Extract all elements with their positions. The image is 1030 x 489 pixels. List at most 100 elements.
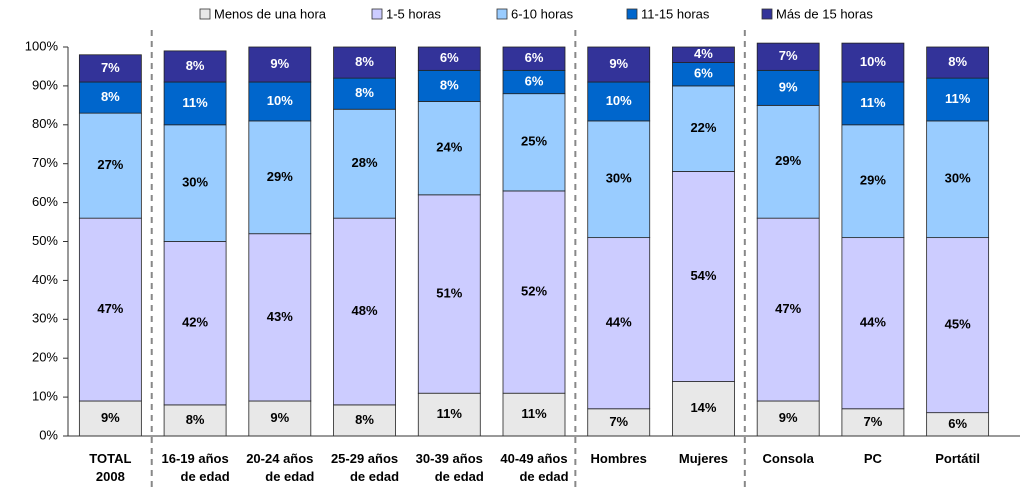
bar-segment [756, 217, 820, 402]
bar-segment [756, 104, 820, 219]
bar-segment [672, 85, 735, 172]
x-tick-label: 30-39 años de edad [416, 451, 484, 484]
bar-segment [926, 77, 990, 122]
legend-label: 11-15 horas [641, 6, 710, 21]
data-label: 8% [440, 77, 459, 92]
x-tick-label: Mujeres [679, 451, 728, 466]
data-label: 8% [355, 412, 374, 427]
data-label: 11% [860, 95, 886, 110]
bar-segment [163, 50, 227, 83]
data-label: 10% [860, 54, 886, 69]
data-label: 51% [436, 285, 462, 300]
bar-segment [841, 124, 905, 239]
data-label: 22% [690, 120, 716, 135]
bar-segment [78, 400, 142, 437]
data-label: 8% [101, 89, 120, 104]
bar-segment [163, 241, 227, 406]
data-label: 44% [860, 315, 886, 330]
bar-segment [248, 46, 312, 83]
x-tick-label: 25-29 años de edad [331, 451, 399, 484]
data-label: 9% [779, 410, 798, 425]
data-label: 10% [606, 93, 632, 108]
bar-segment [672, 46, 735, 63]
data-label: 54% [690, 268, 716, 283]
x-tick-label: PC [864, 451, 883, 466]
bar-segment [248, 233, 312, 402]
data-label: 6% [694, 66, 713, 81]
data-label: 8% [186, 412, 205, 427]
x-tick-label: TOTAL 2008 [89, 451, 131, 484]
bar-segment [248, 81, 312, 122]
data-label: 6% [948, 416, 967, 431]
data-label: 9% [101, 410, 120, 425]
y-tick-label: 50% [32, 233, 58, 248]
data-label: 7% [864, 414, 883, 429]
data-label: 27% [97, 157, 123, 172]
legend-label: Más de 15 horas [776, 6, 873, 21]
y-tick-label: 40% [32, 272, 58, 287]
data-label: 47% [775, 301, 801, 316]
y-tick-label: 80% [32, 116, 58, 131]
data-label: 29% [860, 173, 886, 188]
data-label: 9% [270, 56, 289, 71]
legend-swatch [761, 8, 773, 20]
data-label: 48% [352, 303, 378, 318]
legend-swatch [496, 8, 508, 20]
data-label: 30% [606, 171, 632, 186]
data-label: 28% [352, 155, 378, 170]
data-label: 25% [521, 134, 547, 149]
bar-segment [78, 217, 142, 402]
data-label: 9% [779, 79, 798, 94]
bar-segment [926, 237, 990, 414]
data-label: 29% [775, 153, 801, 168]
bar-segment [333, 108, 396, 219]
bar-segment [756, 42, 820, 71]
bar-segment [841, 42, 905, 83]
y-tick-label: 70% [32, 155, 58, 170]
data-label: 44% [606, 315, 632, 330]
x-tick-label: Hombres [591, 451, 647, 466]
bar-segment [841, 237, 905, 410]
y-tick-label: 30% [32, 311, 58, 326]
bar-segment [417, 101, 481, 196]
data-label: 14% [690, 400, 716, 415]
data-label: 52% [521, 284, 547, 299]
data-label: 11% [521, 406, 547, 421]
data-label: 29% [267, 169, 293, 184]
data-label: 8% [355, 85, 374, 100]
bar-segment [926, 46, 990, 79]
x-tick-label: 16-19 años de edad [161, 451, 229, 484]
legend-label: 1-5 horas [386, 6, 441, 21]
data-label: 9% [270, 410, 289, 425]
legend-label: Menos de una hora [214, 6, 327, 21]
bar-segment [587, 81, 651, 122]
data-label: 6% [525, 73, 544, 88]
bar-segment [333, 404, 396, 437]
bar-segment [248, 400, 312, 437]
bar-segment [672, 381, 735, 437]
data-label: 30% [945, 171, 971, 186]
bar-segment [841, 81, 905, 126]
data-label: 6% [440, 50, 459, 65]
data-label: 8% [186, 58, 205, 73]
bar-segment [248, 120, 312, 235]
data-label: 30% [182, 175, 208, 190]
y-tick-label: 20% [32, 350, 58, 365]
bar-segment [756, 400, 820, 437]
bar-segment [333, 77, 396, 110]
bar-segment [587, 120, 651, 239]
data-label: 10% [267, 93, 293, 108]
legend-label: 6-10 horas [511, 6, 574, 21]
x-tick-label: Portátil [935, 451, 980, 466]
bar-segment [587, 46, 651, 83]
y-tick-label: 10% [32, 389, 58, 404]
data-label: 47% [97, 301, 123, 316]
bar-segment [672, 171, 735, 382]
data-label: 4% [694, 46, 713, 61]
bar-segment [926, 120, 990, 239]
bar-segment [333, 46, 396, 79]
data-label: 9% [609, 56, 628, 71]
bar-segment [417, 69, 481, 102]
bar-segment [333, 217, 396, 406]
